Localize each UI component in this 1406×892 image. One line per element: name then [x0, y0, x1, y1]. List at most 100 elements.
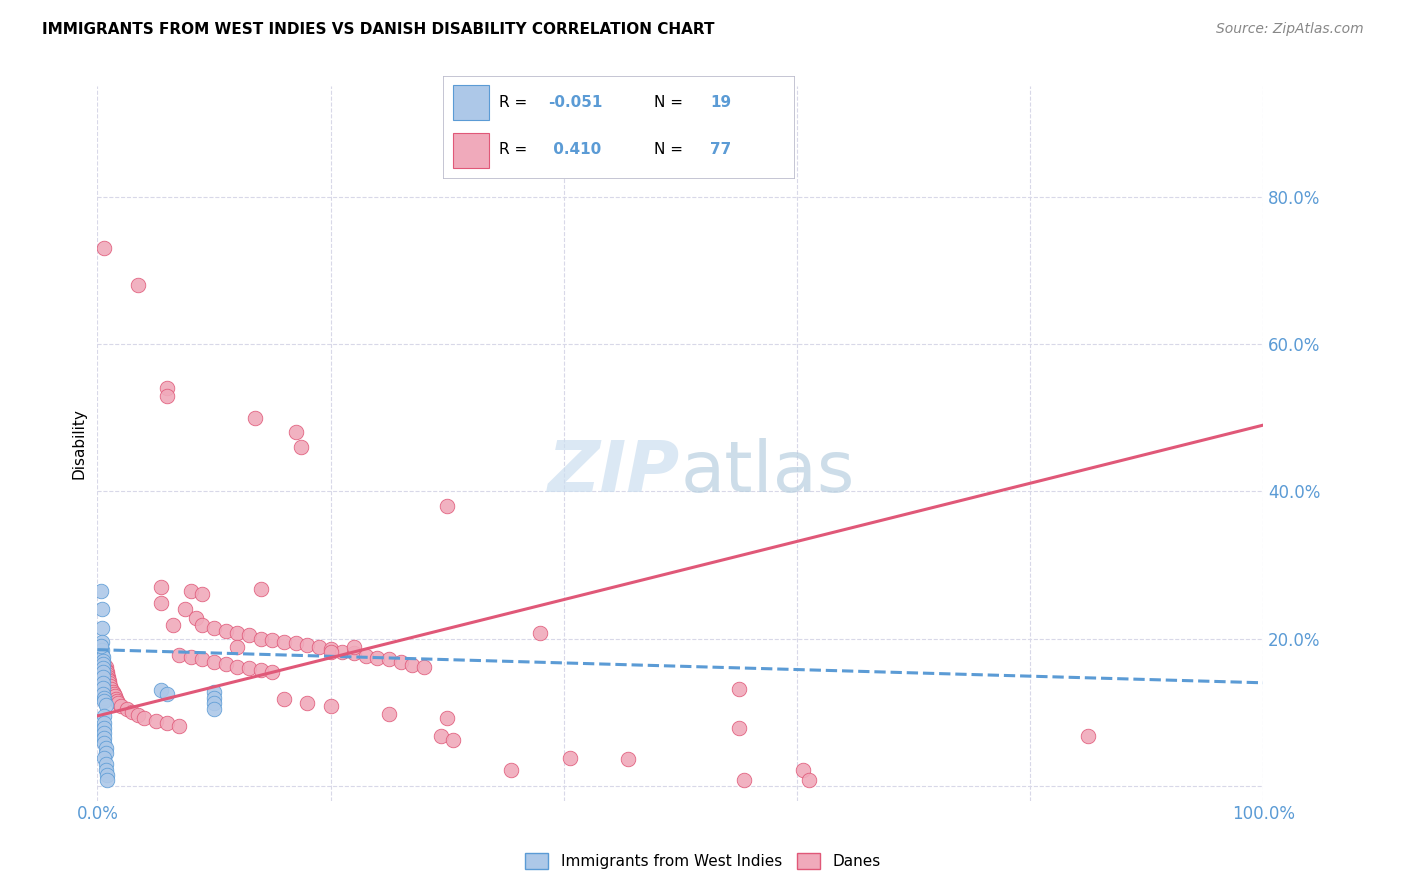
Point	[156, 381, 179, 395]
Point	[262, 633, 284, 648]
Point	[284, 425, 307, 440]
Point	[96, 768, 118, 782]
Point	[273, 692, 295, 706]
Point	[162, 618, 184, 632]
Point	[94, 763, 117, 777]
Point	[389, 655, 412, 669]
Point	[214, 624, 236, 639]
Point	[91, 602, 114, 616]
Text: IMMIGRANTS FROM WEST INDIES VS DANISH DISABILITY CORRELATION CHART: IMMIGRANTS FROM WEST INDIES VS DANISH DI…	[42, 22, 714, 37]
Point	[110, 699, 132, 714]
Point	[90, 639, 112, 653]
Point	[191, 587, 214, 601]
Point	[94, 698, 117, 712]
Point	[202, 621, 225, 635]
Text: 19: 19	[710, 95, 731, 110]
Point	[226, 640, 249, 655]
Point	[91, 642, 114, 657]
Point	[91, 648, 114, 662]
Point	[308, 640, 330, 655]
Text: 0.410: 0.410	[548, 142, 602, 157]
Point	[156, 389, 179, 403]
Text: N =: N =	[654, 95, 688, 110]
Point	[173, 602, 195, 616]
Point	[150, 580, 173, 594]
Point	[191, 618, 214, 632]
Point	[343, 646, 366, 660]
Point	[93, 658, 115, 673]
Point	[202, 701, 225, 715]
Point	[238, 628, 260, 642]
Point	[96, 667, 118, 681]
Point	[186, 611, 208, 625]
Text: N =: N =	[654, 142, 688, 157]
Point	[412, 659, 434, 673]
Point	[156, 716, 179, 731]
Point	[249, 663, 271, 677]
Point	[91, 654, 114, 668]
Point	[792, 763, 814, 777]
Point	[290, 440, 312, 454]
Point	[733, 772, 755, 787]
Point	[93, 722, 115, 736]
Point	[91, 670, 114, 684]
Point	[501, 763, 523, 777]
Point	[93, 694, 115, 708]
Text: atlas: atlas	[681, 438, 855, 507]
Point	[727, 722, 749, 736]
Point	[378, 706, 401, 721]
Point	[202, 690, 225, 705]
Text: ZIP: ZIP	[548, 438, 681, 507]
Point	[93, 726, 115, 740]
Point	[93, 751, 115, 765]
Point	[191, 652, 214, 666]
Point	[93, 731, 115, 745]
Point	[132, 711, 155, 725]
Point	[107, 697, 129, 711]
Point	[167, 648, 190, 662]
Point	[156, 687, 179, 701]
Point	[100, 681, 122, 696]
Point	[167, 718, 190, 732]
Point	[91, 655, 114, 669]
Point	[127, 708, 149, 723]
FancyBboxPatch shape	[453, 133, 489, 168]
Point	[273, 634, 295, 648]
Point	[797, 772, 820, 787]
Point	[91, 635, 114, 649]
Point	[104, 689, 127, 703]
Point	[93, 709, 115, 723]
Point	[343, 640, 366, 655]
Point	[103, 687, 125, 701]
Point	[202, 655, 225, 669]
FancyBboxPatch shape	[453, 85, 489, 120]
Point	[105, 692, 128, 706]
Point	[96, 665, 118, 679]
Point	[617, 752, 640, 766]
Point	[150, 683, 173, 698]
Y-axis label: Disability: Disability	[72, 408, 86, 479]
Point	[94, 663, 117, 677]
Point	[91, 661, 114, 675]
Point	[436, 711, 458, 725]
Point	[378, 652, 401, 666]
Point	[98, 675, 121, 690]
Point	[91, 681, 114, 695]
Point	[249, 582, 271, 596]
Point	[226, 625, 249, 640]
Point	[93, 736, 115, 750]
Point	[93, 690, 115, 705]
Point	[94, 756, 117, 771]
Point	[91, 650, 114, 665]
Point	[93, 716, 115, 731]
Point	[401, 658, 423, 673]
Point	[97, 672, 120, 686]
Point	[558, 751, 581, 765]
Point	[93, 241, 115, 255]
Legend: Immigrants from West Indies, Danes: Immigrants from West Indies, Danes	[519, 847, 887, 875]
Text: 77: 77	[710, 142, 731, 157]
Point	[441, 733, 464, 747]
Point	[101, 684, 124, 698]
Point	[91, 665, 114, 679]
Point	[226, 659, 249, 673]
